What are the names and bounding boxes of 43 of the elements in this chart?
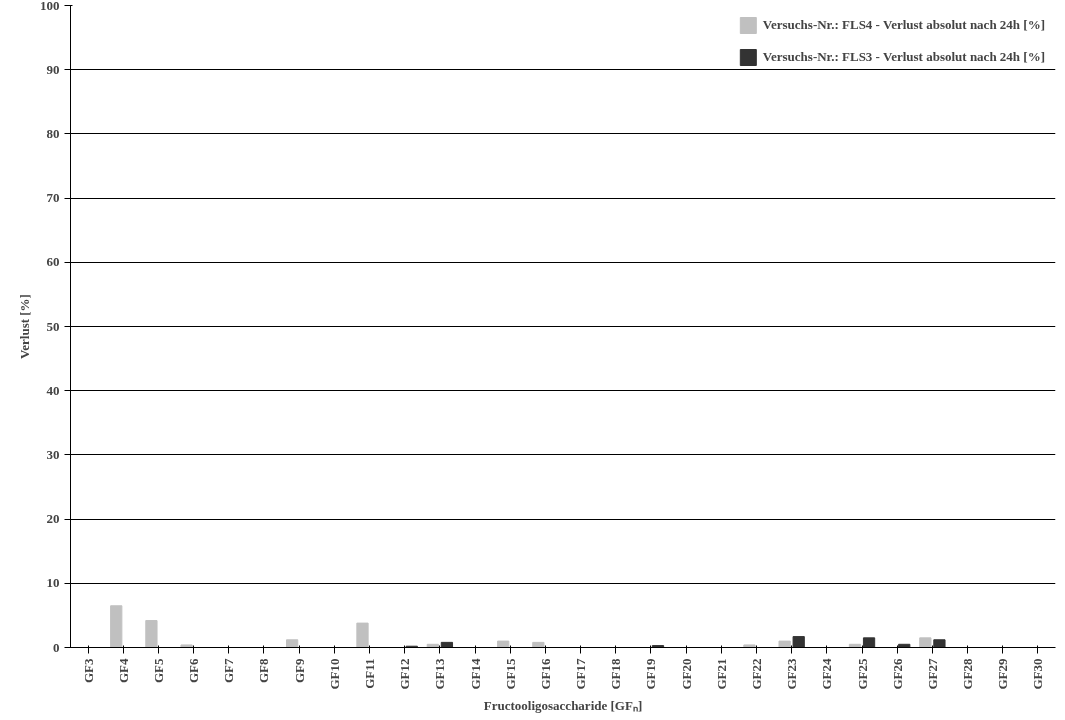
x-tick-label: GF30 [1030,658,1046,690]
x-tick-label: GF21 [713,658,729,690]
x-tick-label: GF6 [186,658,202,684]
y-axis-title: Verlust [%] [17,294,32,359]
x-tick-label: GF3 [80,658,96,684]
x-tick-label: GF27 [924,658,940,690]
x-tick-label: GF5 [150,658,166,684]
y-tick-label: 50 [46,318,60,334]
y-tick-label: 0 [53,639,60,655]
x-tick-label: GF22 [748,658,764,690]
x-tick-label: GF16 [537,658,553,690]
x-tick-label: GF11 [362,658,378,689]
x-tick-label: GF25 [854,658,870,690]
y-tick-label: 100 [40,0,60,13]
x-tick-label: GF23 [784,658,800,690]
x-tick-label: GF26 [889,658,905,690]
x-tick-label: GF28 [960,658,976,690]
y-tick-label: 80 [46,125,60,141]
x-axis-title: Fructooligosaccharide [GFₙ] [483,697,643,713]
x-tick-label: GF8 [256,658,272,684]
x-tick-label: GF17 [573,658,589,690]
x-tick-label: GF10 [326,658,342,690]
y-tick-label: 10 [46,575,60,591]
legend-label: Versuchs-Nr.: FLS3 - Verlust absolut nach 24h [%] [762,49,1045,65]
x-tick-label: GF20 [678,658,694,690]
y-tick-label: 20 [46,511,60,527]
x-tick-label: GF15 [502,658,518,690]
x-tick-label: GF29 [995,658,1011,690]
legend-label: Versuchs-Nr.: FLS4 - Verlust absolut nach 24h [%] [762,17,1045,33]
x-tick-label: GF13 [432,658,448,690]
y-tick-label: 40 [46,382,60,398]
x-tick-label: GF7 [221,658,237,684]
x-tick-label: GF9 [291,658,307,684]
x-tick-label: GF14 [467,658,483,690]
y-tick-label: 70 [46,190,60,206]
x-tick-label: GF24 [819,658,835,690]
x-tick-label: GF4 [115,658,131,684]
y-tick-label: 60 [46,254,60,270]
y-tick-label: 90 [46,61,60,77]
x-tick-label: GF18 [608,658,624,690]
x-tick-label: GF19 [643,658,659,690]
y-tick-label: 30 [46,446,60,462]
x-tick-label: GF12 [397,658,413,690]
